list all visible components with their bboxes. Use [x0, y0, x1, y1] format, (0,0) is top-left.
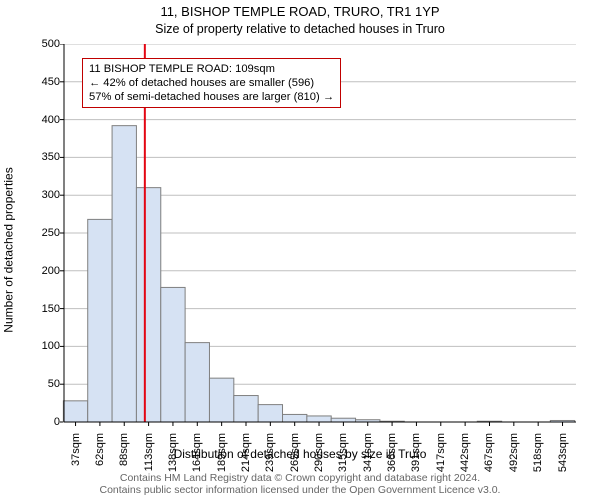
- callout-line-2: ← 42% of detached houses are smaller (59…: [89, 76, 334, 90]
- y-tick-label: 400: [24, 114, 60, 126]
- y-tick-label: 150: [24, 303, 60, 315]
- callout-box: 11 BISHOP TEMPLE ROAD: 109sqm ← 42% of d…: [82, 58, 341, 108]
- chart-title: 11, BISHOP TEMPLE ROAD, TRURO, TR1 1YP: [0, 0, 600, 20]
- y-axis-label: Number of detached properties: [2, 167, 16, 332]
- callout-line-1: 11 BISHOP TEMPLE ROAD: 109sqm: [89, 62, 334, 76]
- y-tick-label: 450: [24, 76, 60, 88]
- y-tick-label: 50: [24, 378, 60, 390]
- y-axis-label-container: Number of detached properties: [0, 0, 18, 500]
- attribution: Contains HM Land Registry data © Crown c…: [0, 472, 600, 496]
- y-tick-label: 250: [24, 227, 60, 239]
- y-tick-label: 200: [24, 265, 60, 277]
- chart-subtitle: Size of property relative to detached ho…: [0, 20, 600, 37]
- y-tick-label: 350: [24, 151, 60, 163]
- y-tick-label: 500: [24, 38, 60, 50]
- y-tick-label: 300: [24, 189, 60, 201]
- y-tick-label: 100: [24, 340, 60, 352]
- attribution-line-2: Contains public sector information licen…: [0, 484, 600, 496]
- y-tick-label: 0: [24, 416, 60, 428]
- x-axis-label: Distribution of detached houses by size …: [0, 447, 600, 461]
- attribution-line-1: Contains HM Land Registry data © Crown c…: [0, 472, 600, 484]
- callout-line-3: 57% of semi-detached houses are larger (…: [89, 90, 334, 104]
